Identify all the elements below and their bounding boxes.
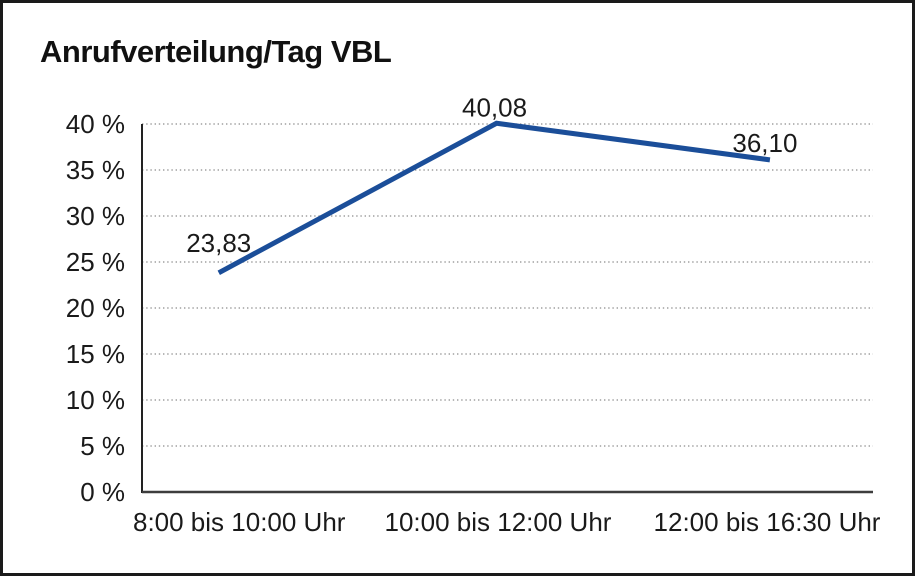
data-point-label: 23,83 <box>186 228 251 258</box>
y-tick-label: 5 % <box>80 431 125 461</box>
data-point-label: 36,10 <box>732 128 797 158</box>
data-line <box>217 120 771 275</box>
data-point-label: 40,08 <box>462 92 527 122</box>
x-tick-label: 12:00 bis 16:30 Uhr <box>654 507 881 537</box>
x-tick-label: 8:00 bis 10:00 Uhr <box>133 507 346 537</box>
y-tick-label: 20 % <box>66 293 125 323</box>
y-tick-label: 10 % <box>66 385 125 415</box>
x-tick-label: 10:00 bis 12:00 Uhr <box>385 507 612 537</box>
y-tick-label: 35 % <box>66 155 125 185</box>
chart-title: Anrufverteilung/Tag VBL <box>40 34 392 69</box>
y-tick-label: 15 % <box>66 339 125 369</box>
y-tick-label: 0 % <box>80 477 125 507</box>
y-tick-label: 40 % <box>66 109 125 139</box>
line-chart-canvas: 0 % 5 % 10 % 15 % 20 % 25 % 30 % 35 % 40 % 23,83 4… <box>66 92 881 537</box>
y-tick-label: 30 % <box>66 201 125 231</box>
y-tick-label: 25 % <box>66 247 125 277</box>
